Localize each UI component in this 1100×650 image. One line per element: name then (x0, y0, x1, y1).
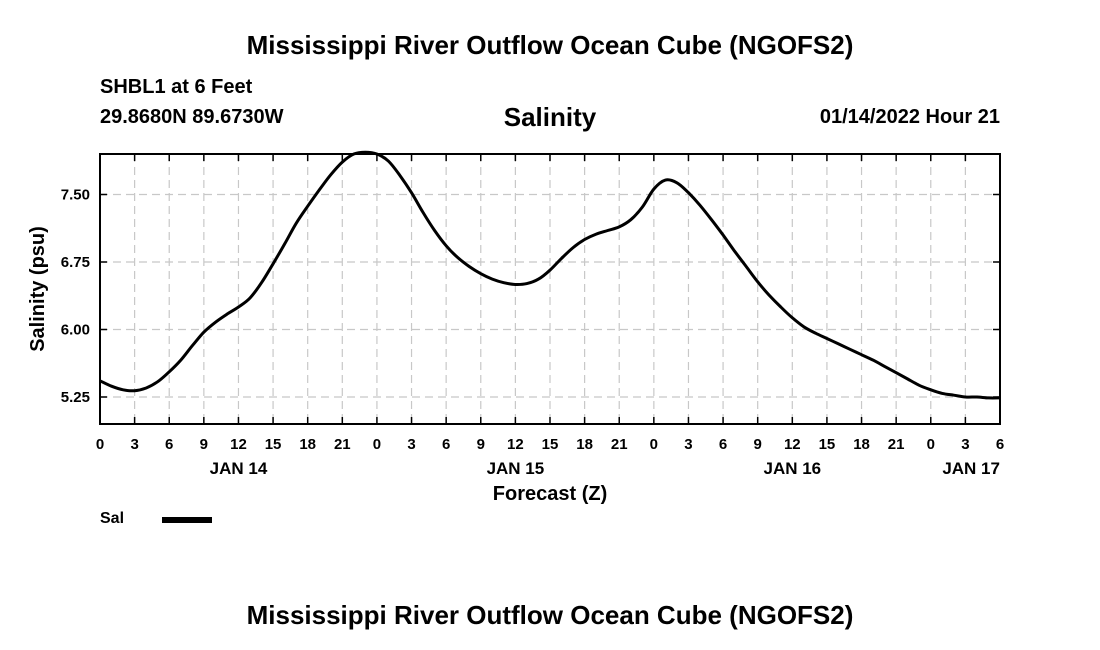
date-labels: JAN 14 JAN 15 JAN 16 JAN 17 (210, 459, 1000, 478)
x-tick-label: 21 (611, 436, 628, 453)
x-tick-label: 6 (996, 436, 1004, 453)
x-tick-label: 18 (299, 436, 316, 453)
chart-title-top: Mississippi River Outflow Ocean Cube (NG… (246, 30, 854, 60)
x-tick-label: 0 (927, 436, 935, 453)
y-tick-labels: 5.25 6.00 6.75 7.50 (61, 187, 90, 407)
y-axis-label: Salinity (psu) (27, 226, 49, 352)
station-coordinates: 29.8680N 89.6730W (100, 106, 284, 128)
y-tick-label: 5.25 (61, 389, 90, 406)
grid-lines (100, 154, 1000, 424)
date-label: JAN 16 (763, 459, 821, 478)
x-tick-label: 6 (165, 436, 173, 453)
legend-line-swatch (162, 517, 212, 523)
date-label: JAN 14 (210, 459, 268, 478)
x-tick-label: 18 (853, 436, 870, 453)
y-tick-label: 7.50 (61, 187, 90, 204)
date-label: JAN 15 (487, 459, 545, 478)
x-tick-label: 12 (507, 436, 524, 453)
x-tick-label: 6 (442, 436, 450, 453)
x-tick-label: 9 (754, 436, 762, 453)
x-tick-label: 18 (576, 436, 593, 453)
station-label: SHBL1 at 6 Feet (100, 76, 253, 98)
x-tick-labels: 0 3 6 9 12 15 18 21 0 3 6 9 12 15 18 21 0 3 6 9 12 15 18 21 0 3 6 (96, 436, 1004, 453)
x-tick-label: 0 (373, 436, 381, 453)
x-tick-label: 3 (130, 436, 138, 453)
date-label: JAN 17 (942, 459, 1000, 478)
salinity-series-line (99, 150, 1001, 400)
x-tick-label: 21 (888, 436, 905, 453)
x-tick-label: 12 (784, 436, 801, 453)
x-tick-label: 9 (477, 436, 485, 453)
x-axis-label: Forecast (Z) (493, 483, 607, 505)
x-tick-label: 15 (542, 436, 559, 453)
y-tick-label: 6.00 (61, 322, 90, 339)
x-tick-label: 3 (407, 436, 415, 453)
x-tick-label: 15 (819, 436, 836, 453)
chart-title-bottom: Mississippi River Outflow Ocean Cube (NG… (246, 600, 854, 630)
y-tick-label: 6.75 (61, 254, 90, 271)
legend-label: Sal (100, 510, 125, 527)
x-tick-label: 12 (230, 436, 247, 453)
x-tick-label: 6 (719, 436, 727, 453)
x-tick-label: 15 (265, 436, 282, 453)
x-tick-label: 21 (334, 436, 351, 453)
variable-title: Salinity (503, 102, 597, 132)
plot-frame (99, 153, 1001, 425)
x-tick-label: 3 (961, 436, 969, 453)
x-tick-label: 0 (650, 436, 658, 453)
forecast-timestamp: 01/14/2022 Hour 21 (819, 106, 1000, 128)
x-tick-label: 0 (96, 436, 104, 453)
x-tick-label: 3 (684, 436, 692, 453)
x-tick-label: 9 (200, 436, 208, 453)
